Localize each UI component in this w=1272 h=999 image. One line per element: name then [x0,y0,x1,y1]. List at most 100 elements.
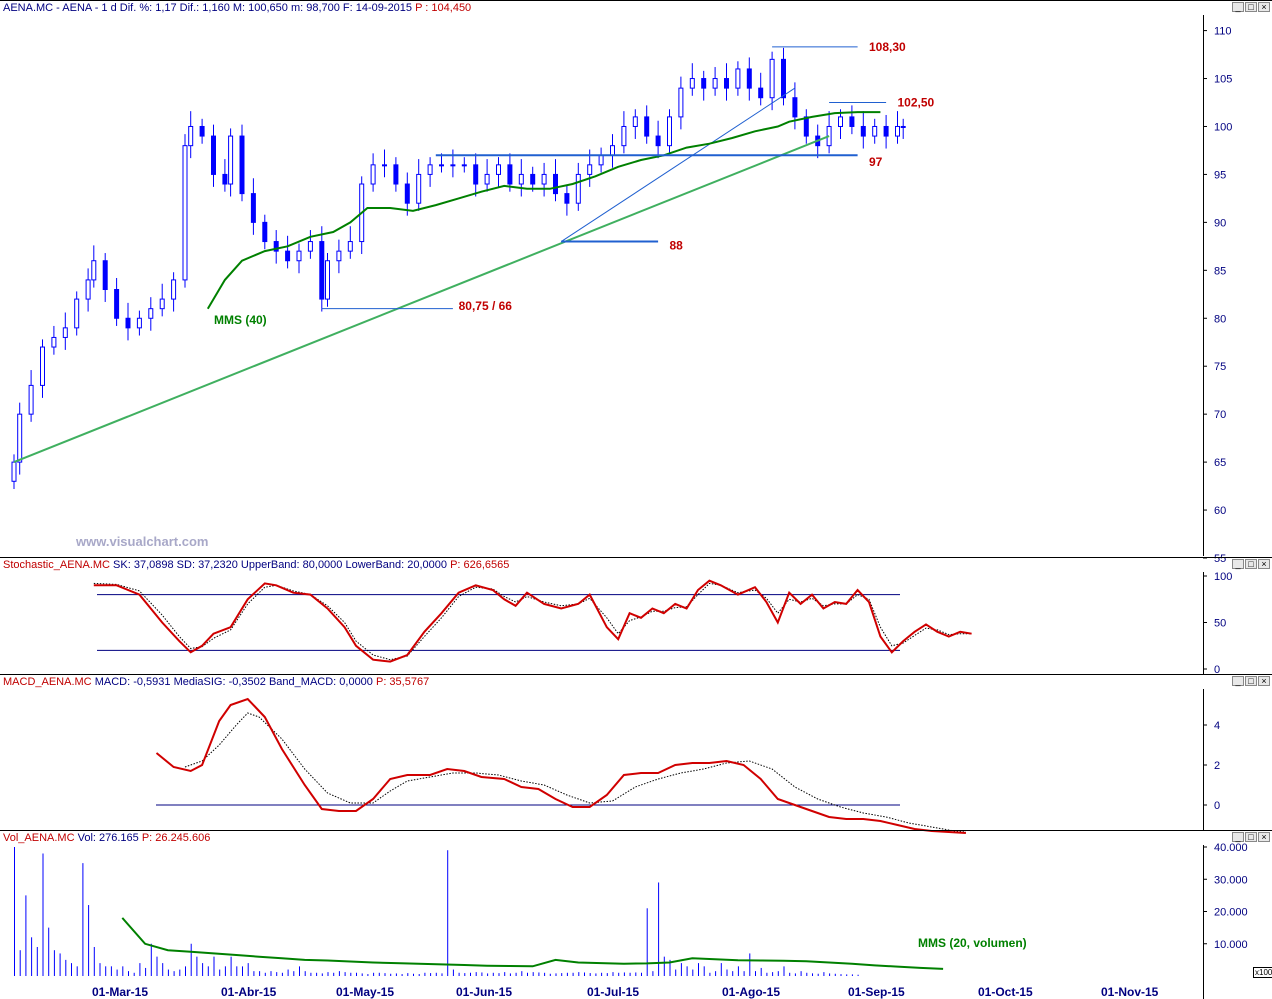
watermark: www.visualchart.com [76,534,209,549]
price-candle-body [182,145,188,281]
price-candle-body [678,87,684,118]
price-candle-body [610,145,615,156]
price-candle-body [211,135,216,175]
macd-window-buttons[interactable]: _ □ × [1232,676,1270,686]
price-candle-body [632,116,638,127]
volume-p: P: 26.245.606 [141,832,211,844]
price-candle-body [296,250,302,262]
price-axis-tick-label: 75 [1214,361,1226,373]
price-candle-body [370,164,376,185]
price-candle-body [222,173,228,185]
price-mms40-line [206,111,881,310]
minimize-button[interactable]: _ [1232,676,1244,686]
price-candle-body [74,298,80,329]
price-candle-body [518,173,524,185]
price-candle-body [507,164,513,185]
volume-panel[interactable]: Vol_AENA.MC Vol: 276.165 P: 26.245.606 _… [0,830,1272,999]
price-candle-body [564,193,570,204]
macd-band: Band_MACD: 0,0000 [268,676,373,688]
mms40-label: MMS (40) [214,313,267,327]
volume-window-buttons[interactable]: _ □ × [1232,832,1270,842]
volume-name: Vol_AENA.MC [3,832,75,844]
stochastic-axis-tick-label: 50 [1214,618,1226,630]
close-button[interactable]: × [1258,832,1270,842]
volume-axis-tick-label: 20.000 [1214,907,1248,919]
price-candle-body [473,164,479,185]
price-candle-body [148,308,154,319]
macd-line [155,697,966,834]
price-panel[interactable]: AENA.MC - AENA - 1 d Dif. %: 1,17 Dif.: … [0,0,1272,565]
price-candle-body [325,260,330,300]
stochastic-sd-line [93,582,972,661]
maximize-button[interactable]: □ [1245,676,1257,686]
price-candle-body [667,116,672,147]
price-candle-body [85,279,91,300]
price-candle-body [28,384,34,415]
price-candle-body [900,125,906,128]
price-axis [1203,15,1272,556]
price-candle-body [102,260,108,291]
price-candle-body [125,317,131,329]
stochastic-panel[interactable]: Stochastic_AENA.MC SK: 37,0898 SD: 37,23… [0,557,1272,676]
x-axis-label: 01-Oct-15 [978,985,1033,999]
macd-panel[interactable]: MACD_AENA.MC MACD: -0,5931 MediaSIG: -0,… [0,674,1272,834]
maximize-button[interactable]: □ [1245,2,1257,12]
stochastic-sk: SK: 37,0898 [113,559,174,571]
price-candle-body [758,87,764,99]
price-candle-body [273,241,279,252]
price-candle-body [51,336,57,348]
price-level-label: 108,30 [869,40,906,54]
stochastic-upper: UpperBand: 80,0000 [240,559,343,571]
close-button[interactable]: × [1258,676,1270,686]
price-candle-body [724,78,729,89]
stochastic-sd: SD: 37,2320 [176,559,238,571]
price-axis-tick-label: 60 [1214,505,1226,517]
volume-axis-tick-label: 10.000 [1214,939,1248,951]
macd-p: P: 35,5767 [375,676,430,688]
price-candle-body [40,346,45,386]
macd-axis-tick-label: 0 [1214,800,1220,812]
minimize-button[interactable]: _ [1232,559,1244,569]
price-candle-body [285,250,291,262]
price-candle-body [746,68,752,89]
price-candle-body [393,164,399,185]
macd-axis-tick-label: 2 [1214,760,1220,772]
price-candle-body [62,327,68,338]
x-axis-label: 01-Abr-15 [221,985,277,999]
price-candle-body [159,298,165,310]
price-candle-body [114,289,120,319]
volume-value: Vol: 276.165 [77,832,139,844]
stochastic-window-buttons[interactable]: _ □ × [1232,559,1270,569]
price-level-label: 88 [670,238,684,252]
price-axis-tick-label: 100 [1214,121,1232,133]
close-button[interactable]: × [1258,559,1270,569]
maximize-button[interactable]: □ [1245,832,1257,842]
macd-header: MACD_AENA.MC MACD: -0,5931 MediaSIG: -0,… [3,676,429,688]
price-candle-body [860,125,866,137]
chart-title-text: AENA.MC - AENA - 1 d Dif. %: 1,17 Dif.: … [3,2,413,14]
volume-mms20-line [121,917,944,970]
macd-chart: 4 2 0 [155,697,1220,834]
price-candle-body [228,135,234,185]
price-axis-tick-label: 80 [1214,313,1226,325]
price-candle-body [484,173,490,185]
x-axis-label: 01-Sep-15 [848,985,905,999]
price-candle-body [872,125,878,137]
price-candle-body [382,164,387,167]
minimize-button[interactable]: _ [1232,832,1244,842]
price-candle-body [427,164,433,175]
chart-title-price: P : 104,450 [415,2,472,14]
price-candle-body [598,154,604,166]
macd-signal-line [184,712,966,833]
stochastic-lower: LowerBand: 20,0000 [345,559,448,571]
close-button[interactable]: × [1258,2,1270,12]
stochastic-axis-tick-label: 100 [1214,571,1232,583]
minimize-button[interactable]: _ [1232,2,1244,12]
price-window-buttons[interactable]: _ □ × [1232,2,1270,12]
volume-mms20-label: MMS (20, volumen) [918,936,1027,950]
volume-unit-tag: x100 [1253,967,1272,978]
maximize-button[interactable]: □ [1245,559,1257,569]
price-candle-body [883,125,889,137]
macd-signal: MediaSIG: -0,3502 [173,676,266,688]
price-candle-body [849,116,855,127]
